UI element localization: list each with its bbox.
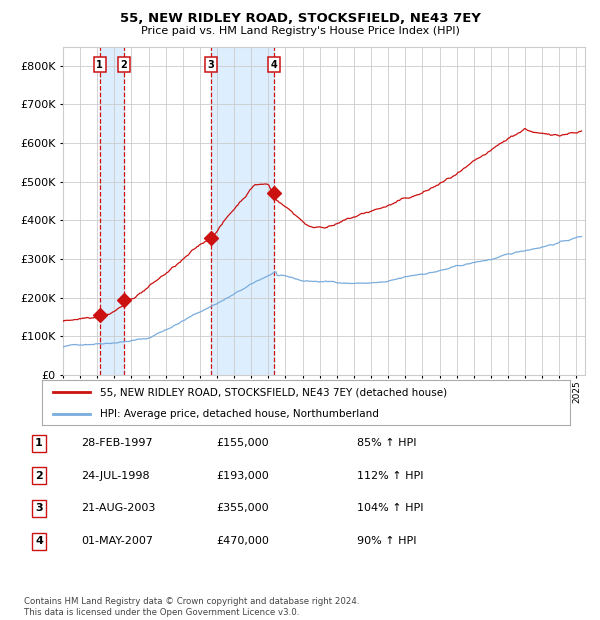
Text: £193,000: £193,000 xyxy=(216,471,269,480)
Text: Price paid vs. HM Land Registry's House Price Index (HPI): Price paid vs. HM Land Registry's House … xyxy=(140,26,460,36)
Text: 24-JUL-1998: 24-JUL-1998 xyxy=(81,471,149,480)
Bar xyxy=(100,46,124,375)
Text: 112% ↑ HPI: 112% ↑ HPI xyxy=(357,471,424,480)
Text: 1: 1 xyxy=(97,60,103,69)
Text: 3: 3 xyxy=(35,503,43,513)
Bar xyxy=(211,46,274,375)
Text: 2: 2 xyxy=(121,60,127,69)
Text: 1: 1 xyxy=(35,438,43,448)
Text: HPI: Average price, detached house, Northumberland: HPI: Average price, detached house, Nort… xyxy=(100,409,379,420)
Text: 85% ↑ HPI: 85% ↑ HPI xyxy=(357,438,416,448)
Text: 55, NEW RIDLEY ROAD, STOCKSFIELD, NE43 7EY: 55, NEW RIDLEY ROAD, STOCKSFIELD, NE43 7… xyxy=(119,12,481,25)
Text: 90% ↑ HPI: 90% ↑ HPI xyxy=(357,536,416,546)
Point xyxy=(269,188,279,198)
Text: 4: 4 xyxy=(35,536,43,546)
Text: 4: 4 xyxy=(271,60,277,69)
Point xyxy=(206,233,215,243)
Text: Contains HM Land Registry data © Crown copyright and database right 2024.
This d: Contains HM Land Registry data © Crown c… xyxy=(24,598,359,617)
Text: 3: 3 xyxy=(208,60,214,69)
Point xyxy=(95,310,104,320)
Text: £470,000: £470,000 xyxy=(216,536,269,546)
Text: 104% ↑ HPI: 104% ↑ HPI xyxy=(357,503,424,513)
Point xyxy=(119,296,129,306)
Text: 01-MAY-2007: 01-MAY-2007 xyxy=(81,536,153,546)
Text: 55, NEW RIDLEY ROAD, STOCKSFIELD, NE43 7EY (detached house): 55, NEW RIDLEY ROAD, STOCKSFIELD, NE43 7… xyxy=(100,387,447,397)
Text: 28-FEB-1997: 28-FEB-1997 xyxy=(81,438,152,448)
Text: £155,000: £155,000 xyxy=(216,438,269,448)
Text: £355,000: £355,000 xyxy=(216,503,269,513)
Text: 21-AUG-2003: 21-AUG-2003 xyxy=(81,503,155,513)
Text: 2: 2 xyxy=(35,471,43,480)
